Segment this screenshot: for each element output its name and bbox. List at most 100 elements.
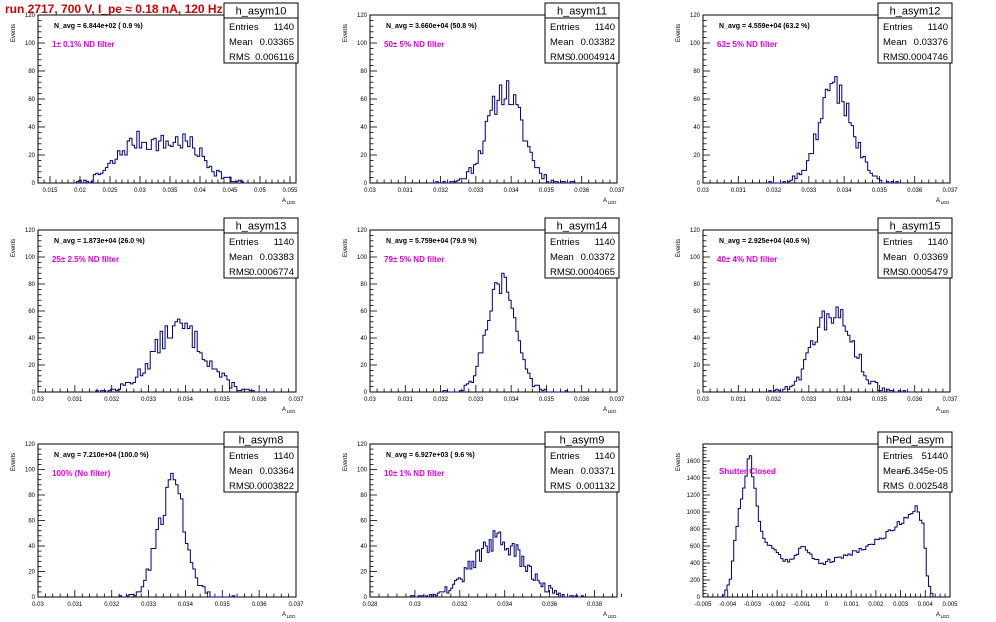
y-tick-label: 100	[25, 468, 36, 474]
x-axis-label-subscript: LED	[941, 200, 951, 205]
n-avg-label: N_avg = 3.660e+04 (50.8 %)	[386, 23, 477, 30]
histogram-title: h_asym11	[557, 6, 607, 18]
x-tick-label: 0.033	[141, 602, 157, 608]
y-tick-label: 120	[357, 13, 368, 19]
stats-value-mean: 0.03382	[581, 37, 615, 48]
y-tick-label: 80	[360, 69, 367, 75]
n-avg-label: N_avg = 7.210e+04 (100.0 %)	[54, 452, 149, 459]
y-tick-label: 80	[360, 493, 367, 499]
y-tick-label: 80	[693, 282, 700, 288]
y-axis-label: Events	[11, 24, 17, 42]
stats-label-entries: Entries	[229, 237, 259, 248]
y-tick-label: 80	[693, 69, 700, 75]
y-tick-label: 40	[28, 544, 35, 550]
histogram-panel-h_asym11: 0 20 40 60 80 100 120 0.03 0.031 0.032 0.033 0.034 0…	[343, 2, 625, 205]
x-tick-label: 0.005	[942, 602, 958, 608]
n-avg-label: N_avg = 1.873e+04 (26.0 %)	[54, 238, 145, 245]
x-tick-label: 0.035	[539, 188, 555, 194]
x-axis-label: A	[282, 407, 286, 413]
stats-label-rms: RMS	[550, 267, 571, 278]
x-tick-label: 0.032	[766, 188, 782, 194]
x-tick-label: 0.034	[497, 602, 513, 608]
y-tick-label: 20	[360, 153, 367, 159]
stats-value-entries: 1140	[928, 22, 948, 33]
y-tick-label: 0	[364, 595, 368, 601]
x-tick-label: 0.03	[697, 188, 709, 194]
y-tick-label: 20	[360, 363, 367, 369]
x-axis-label-subscript: LED	[941, 409, 951, 414]
histogram-title: h_asym14	[557, 221, 608, 233]
x-tick-label: 0.034	[837, 188, 853, 194]
histogram-title: h_asym8	[239, 435, 284, 447]
stats-box	[223, 446, 299, 493]
y-tick-label: 20	[360, 570, 367, 576]
x-tick-label: 0.031	[67, 602, 83, 608]
y-tick-label: 120	[690, 228, 701, 234]
histogram-panel-h_asym9: 0 20 40 60 80 100 120 0.028 0.03 0.032 0.034 0.036 0…	[343, 431, 622, 619]
stats-value-rms: 0.0003822	[249, 481, 294, 492]
x-tick-label: 0.001	[844, 602, 860, 608]
x-axis-label: A	[603, 198, 607, 204]
n-avg-label: N_avg = 6.927e+03 ( 9.6 %)	[386, 452, 475, 459]
x-tick-label: 0.032	[433, 188, 449, 194]
y-tick-label: 120	[690, 13, 701, 19]
stats-label-mean: Mean	[550, 37, 574, 48]
x-tick-label: 0.031	[731, 397, 747, 403]
stats-box	[223, 232, 299, 279]
stats-label-entries: Entries	[883, 451, 913, 462]
stats-label-entries: Entries	[550, 22, 580, 33]
stats-label-mean: Mean	[550, 466, 574, 477]
stats-label-mean: Mean	[883, 466, 907, 477]
y-tick-label: 100	[25, 255, 36, 261]
run-title: run 2717, 700 V, I_pe ≈ 0.18 nA, 120 Hz	[5, 2, 223, 16]
x-tick-label: 0.036	[907, 397, 923, 403]
histogram-panel-h_asym15: 0 20 40 60 80 100 120 0.03 0.031 0.032 0.033 0.034 0…	[676, 217, 958, 414]
y-tick-label: 80	[28, 282, 35, 288]
stats-label-entries: Entries	[550, 237, 580, 248]
x-tick-label: 0.03	[32, 602, 44, 608]
stats-label-entries: Entries	[229, 451, 259, 462]
n-avg-label: N_avg = 2.925e+04 (40.6 %)	[719, 238, 810, 245]
x-tick-label: 0.03	[697, 397, 709, 403]
x-tick-label: 0.004	[918, 602, 934, 608]
y-tick-label: 40	[360, 336, 367, 342]
x-tick-label: 0.033	[801, 397, 817, 403]
y-tick-label: 60	[360, 519, 367, 525]
y-tick-label: 60	[28, 519, 35, 525]
stats-label-mean: Mean	[883, 252, 907, 263]
stats-value-rms: 0.0006774	[249, 267, 294, 278]
y-tick-label: 60	[28, 97, 35, 103]
y-tick-label: 40	[360, 544, 367, 550]
x-tick-label: 0.036	[252, 602, 268, 608]
x-tick-label: 0.032	[104, 602, 120, 608]
stats-value-rms: 0.006116	[255, 52, 294, 63]
stats-value-rms: 0.0004914	[570, 52, 615, 63]
x-tick-label: 0.034	[504, 188, 520, 194]
histogram-series	[93, 318, 267, 393]
x-tick-label: 0.055	[282, 188, 298, 194]
y-axis-label: Events	[676, 24, 682, 42]
x-tick-label: 0.025	[102, 188, 118, 194]
x-tick-label: -0.004	[719, 602, 737, 608]
y-tick-label: 20	[693, 363, 700, 369]
x-tick-label: 0.031	[67, 397, 83, 403]
y-tick-label: 100	[690, 255, 701, 261]
stats-label-mean: Mean	[883, 37, 907, 48]
filter-annotation: 63± 5% ND filter	[717, 40, 777, 49]
filter-annotation: 50± 5% ND filter	[384, 40, 444, 49]
y-tick-label: 120	[357, 442, 368, 448]
histogram-series	[409, 530, 584, 598]
x-axis-label: A	[282, 198, 286, 204]
filter-annotation: 10± 1% ND filter	[384, 469, 444, 478]
x-tick-label: 0.034	[178, 397, 194, 403]
stats-value-entries: 1140	[274, 451, 294, 462]
x-tick-label: 0.034	[178, 602, 194, 608]
stats-label-entries: Entries	[883, 22, 913, 33]
histogram-panel-h_asym10: 0 20 40 60 80 100 120 0.015 0.02 0.025 0.03 0.035 0.…	[11, 2, 299, 205]
y-axis-label: Events	[676, 453, 682, 471]
stats-value-mean: -5.345e-05	[902, 466, 948, 477]
y-tick-label: 20	[28, 153, 35, 159]
stats-value-entries: 1140	[274, 22, 294, 33]
x-tick-label: 0.033	[468, 397, 484, 403]
